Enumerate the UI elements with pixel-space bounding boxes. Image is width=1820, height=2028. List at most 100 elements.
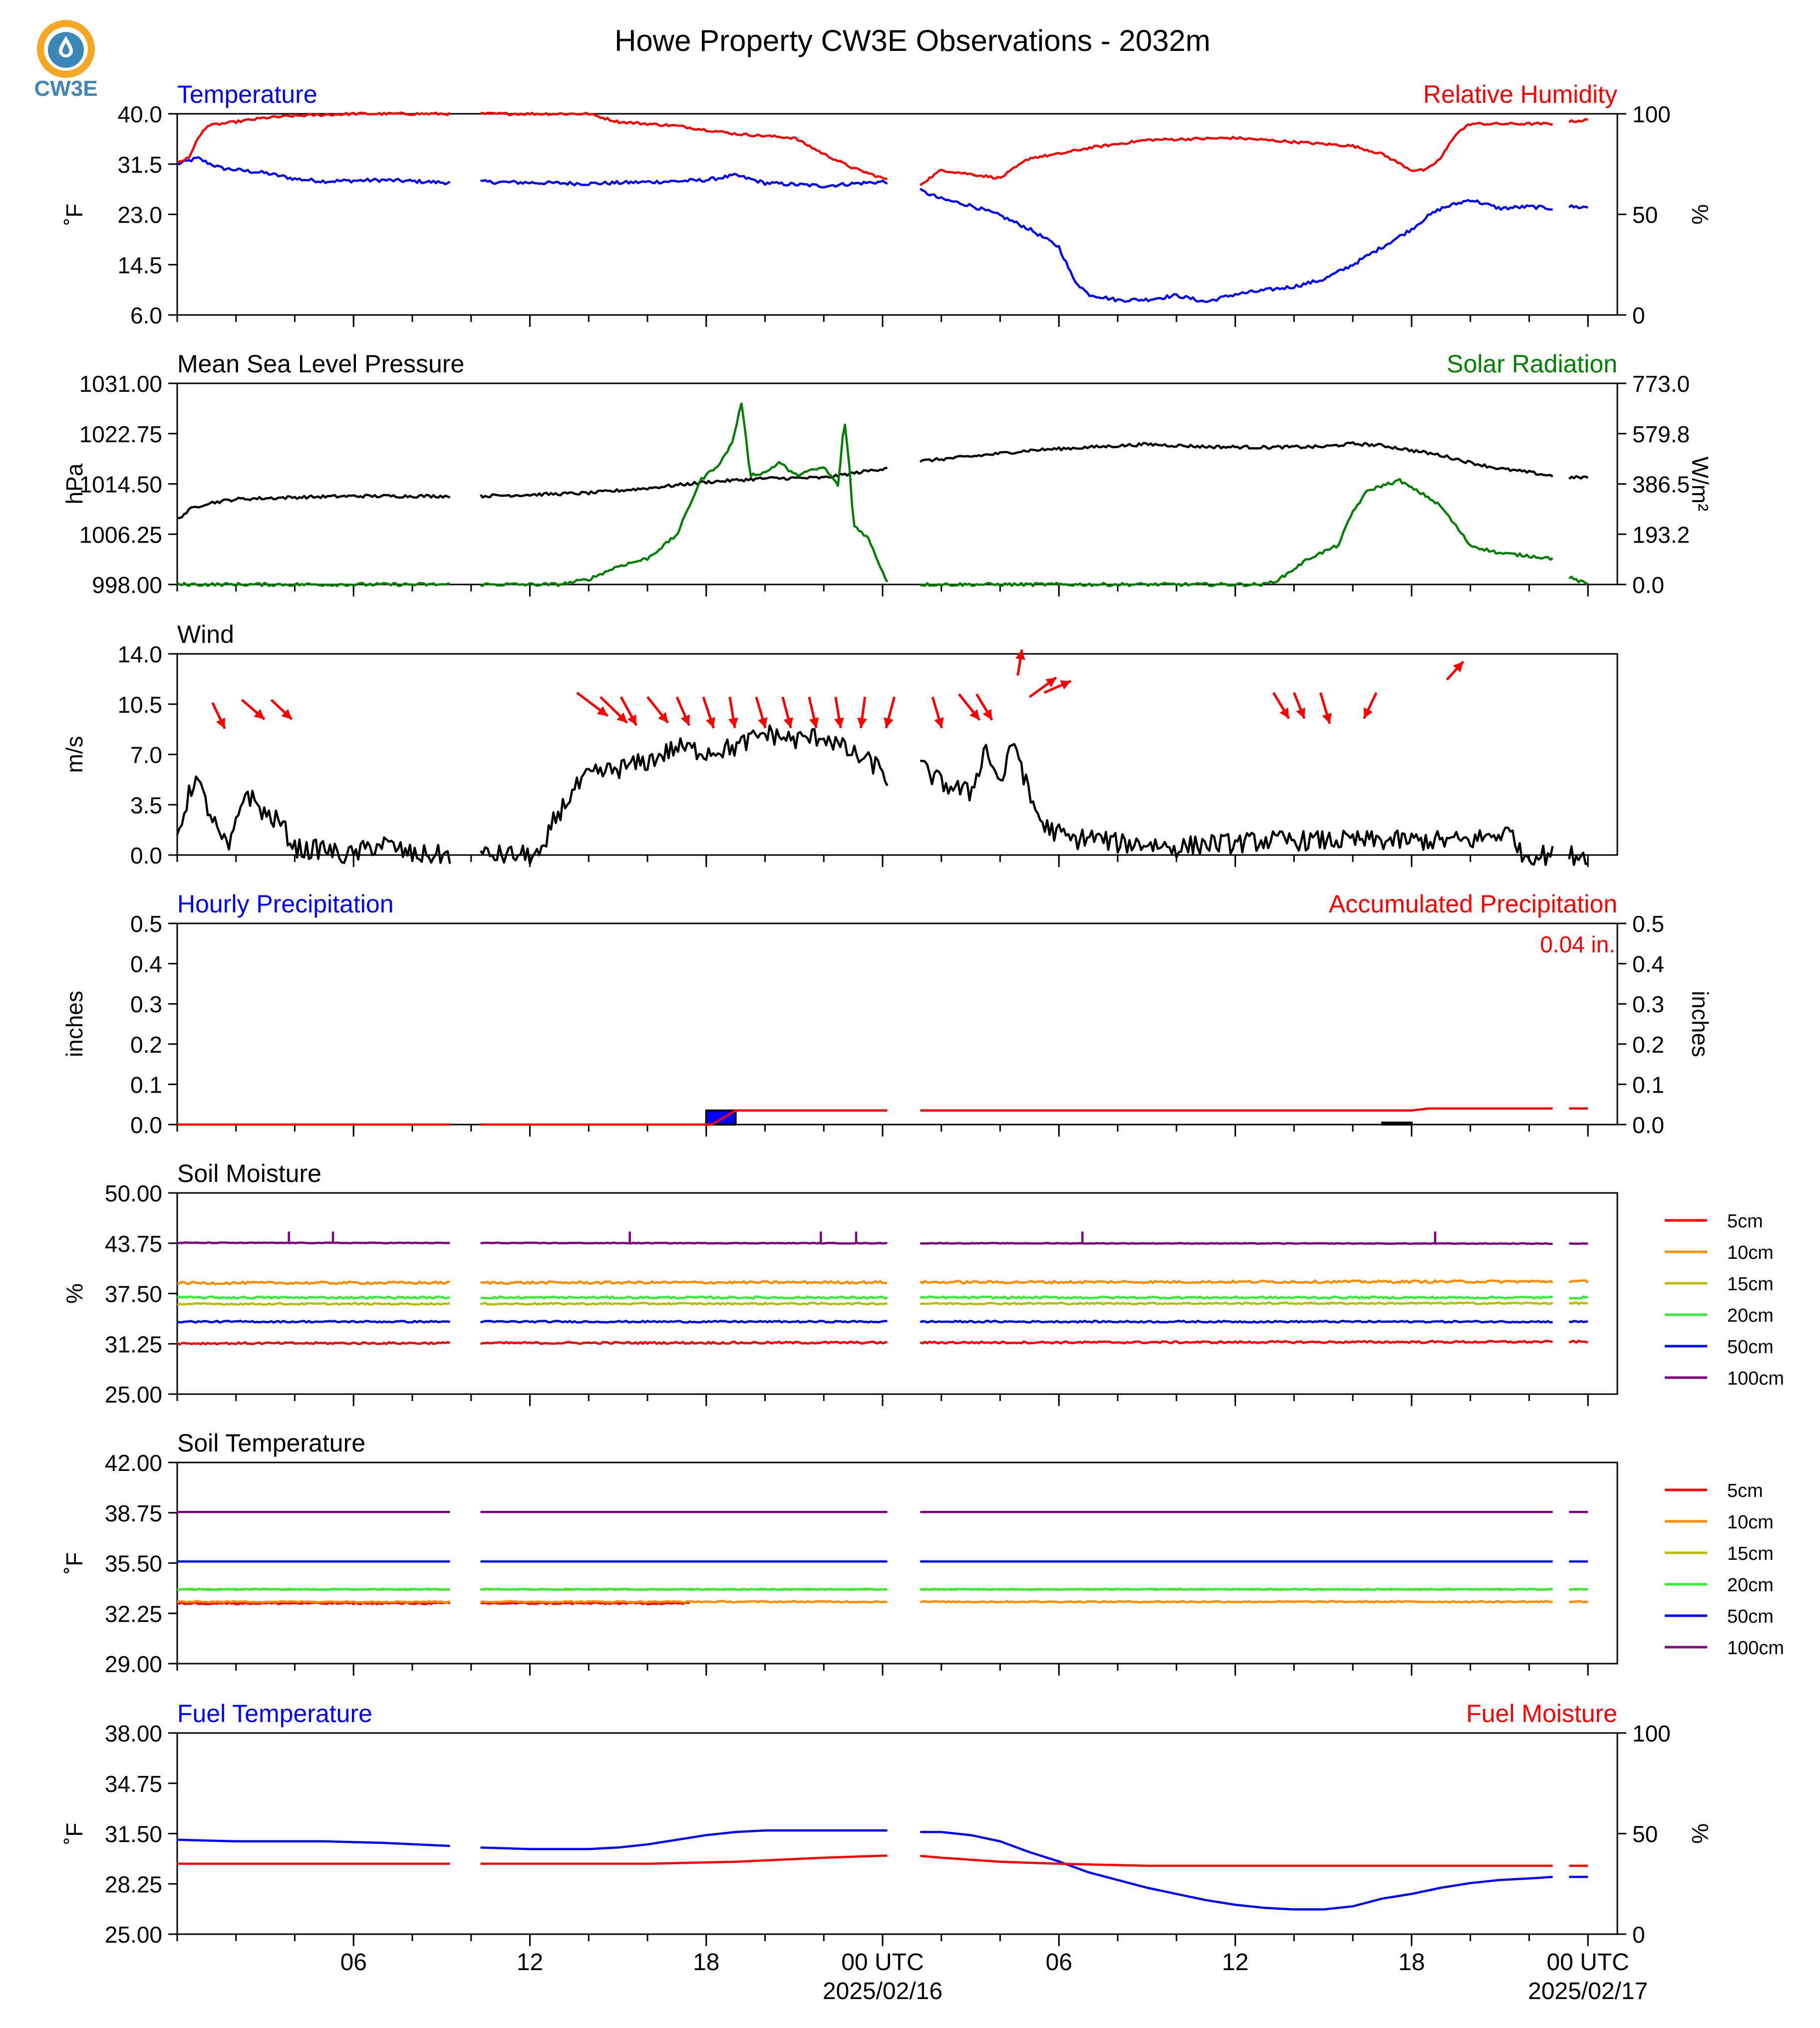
legend-label-20cm: 20cm <box>1727 1305 1774 1326</box>
series-line-green-3 <box>1568 576 1588 585</box>
series-line-100cm-0 <box>177 1241 450 1245</box>
series-line-15cm-3 <box>1569 1301 1588 1305</box>
series-line-blue-1 <box>480 1829 888 1850</box>
y2tick-label: 0.0 <box>1632 572 1664 598</box>
wind-arrowhead <box>597 706 608 716</box>
ytick-label: 29.00 <box>105 1651 162 1677</box>
y2label: % <box>1687 204 1713 225</box>
panel-frame <box>176 922 1618 1126</box>
y2tick-label: 0.1 <box>1632 1072 1664 1098</box>
ylabel: m/s <box>61 736 87 773</box>
panel-title-left: Mean Sea Level Pressure <box>177 350 464 378</box>
series-line-10cm-3 <box>1568 1600 1588 1604</box>
ytick-label: 40.0 <box>117 101 162 127</box>
series-line-20cm-3 <box>1568 1295 1588 1300</box>
y2tick-label: 100 <box>1632 1721 1671 1746</box>
series-line-blue-0 <box>177 156 451 186</box>
y2tick-label: 773.0 <box>1632 371 1690 397</box>
y2label: inches <box>1687 991 1713 1057</box>
series-line-100cm-3 <box>1569 1242 1588 1245</box>
wind-arrowhead <box>281 709 292 719</box>
ylabel: ˚F <box>61 1552 87 1574</box>
series-line-red-1 <box>480 1109 888 1126</box>
ytick-label: 32.25 <box>105 1601 162 1627</box>
series-line-5cm-0 <box>176 1341 451 1346</box>
series-line-black-0 <box>176 775 451 864</box>
y2tick-label: 386.5 <box>1632 472 1690 498</box>
panel-title-left: Hourly Precipitation <box>177 890 394 918</box>
series-line-blue-2 <box>919 188 1553 303</box>
legend-label-10cm: 10cm <box>1727 1242 1774 1263</box>
ytick-label: 1022.75 <box>79 421 162 447</box>
panel-title-left: Wind <box>177 620 234 648</box>
legend-label-100cm: 100cm <box>1727 1638 1784 1659</box>
xtick-label: 06 <box>1046 1949 1072 1976</box>
ytick-label: 0.1 <box>130 1072 162 1098</box>
panel-soilt: Soil Temperature 42.00 38.75 35.50 32.25 29.0… <box>61 1429 1784 1677</box>
ytick-label: 0.3 <box>130 991 162 1017</box>
xtick-label: 00 UTC <box>841 1949 923 1976</box>
wind-arrowhead <box>1453 661 1464 672</box>
ytick-label: 0.4 <box>130 951 162 977</box>
panel-pres: Mean Sea Level Pressure Solar Radiation 10… <box>61 350 1713 598</box>
series-line-20cm-1 <box>480 1588 888 1591</box>
series-line-black-1 <box>479 467 888 499</box>
series-line-10cm-3 <box>1568 1279 1589 1284</box>
series-line-50cm-2 <box>919 1320 1553 1324</box>
panel-title-right: Accumulated Precipitation <box>1329 890 1617 918</box>
panel-temp: Temperature Relative Humidity 40.0 31.5 23.0… <box>61 80 1713 328</box>
legend-label-15cm: 15cm <box>1727 1543 1774 1564</box>
legend-label-50cm: 50cm <box>1727 1337 1774 1358</box>
legend-label-10cm: 10cm <box>1727 1512 1774 1533</box>
wind-arrowhead <box>1363 707 1373 719</box>
series-line-20cm-1 <box>480 1295 888 1300</box>
wind-arrowhead <box>1296 707 1305 719</box>
wind-arrowhead <box>254 709 265 719</box>
wind-arrowhead <box>728 717 738 728</box>
y2tick-label: 0.3 <box>1632 991 1664 1017</box>
series-line-red-0 <box>177 111 451 164</box>
xtick-label: 12 <box>1222 1949 1248 1976</box>
series-line-blue-0 <box>177 1838 450 1847</box>
y2tick-label: 0 <box>1632 302 1645 328</box>
wind-arrowhead <box>705 717 715 728</box>
series-line-10cm-2 <box>920 1600 1553 1604</box>
wind-arrowhead <box>982 709 992 720</box>
accum-precip-annotation: 0.04 in. <box>1540 931 1615 957</box>
ylabel: % <box>61 1283 87 1304</box>
series-line-10cm-2 <box>919 1279 1553 1285</box>
series-line-green-1 <box>480 402 889 587</box>
series-line-100cm-1 <box>480 1241 888 1245</box>
ytick-label: 1014.50 <box>79 472 162 498</box>
ylabel: ˚F <box>61 204 87 225</box>
logo-text: CW3E <box>34 76 97 101</box>
ytick-label: 14.5 <box>117 252 162 278</box>
series-line-black-2 <box>920 743 1554 867</box>
legend-label-5cm: 5cm <box>1727 1480 1763 1501</box>
series-line-green-2 <box>920 478 1553 587</box>
series-line-red-1 <box>480 111 888 180</box>
xtick-label: 00 UTC <box>1546 1949 1629 1976</box>
ytick-label: 0.5 <box>130 911 162 937</box>
xtick-label: 18 <box>693 1949 719 1976</box>
y2label: % <box>1687 1823 1713 1844</box>
y2tick-label: 50 <box>1632 202 1658 228</box>
precip-bar <box>1381 1121 1413 1126</box>
y2tick-label: 0.4 <box>1632 951 1664 977</box>
series-line-15cm-1 <box>480 1301 888 1306</box>
legend-label-100cm: 100cm <box>1727 1368 1784 1389</box>
ylabel: inches <box>61 991 87 1057</box>
y2label: W/m² <box>1687 457 1713 512</box>
wind-arrowhead <box>1015 649 1025 660</box>
ytick-label: 35.50 <box>105 1551 162 1577</box>
ytick-label: 14.0 <box>117 641 162 667</box>
ytick-label: 31.5 <box>117 152 162 178</box>
y2tick-label: 193.2 <box>1632 522 1690 548</box>
series-line-10cm-0 <box>177 1280 450 1286</box>
ytick-label: 38.00 <box>105 1721 162 1746</box>
y2tick-label: 0.2 <box>1632 1032 1664 1058</box>
series-line-10cm-1 <box>480 1280 888 1285</box>
panel-title-right: Fuel Moisture <box>1466 1700 1617 1728</box>
xtick-label: 12 <box>517 1949 543 1976</box>
